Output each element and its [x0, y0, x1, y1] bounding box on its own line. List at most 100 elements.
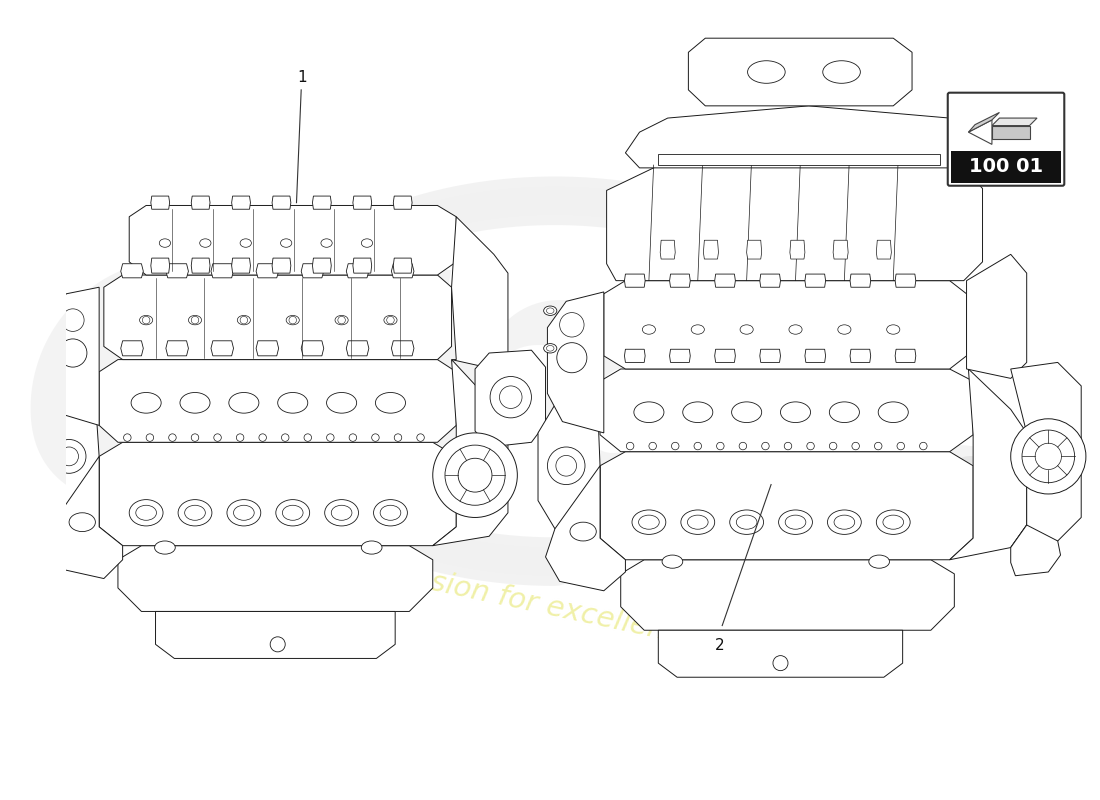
- Circle shape: [289, 316, 297, 324]
- Polygon shape: [805, 274, 826, 287]
- Circle shape: [304, 434, 311, 442]
- Ellipse shape: [381, 506, 400, 520]
- Polygon shape: [211, 341, 233, 356]
- Circle shape: [649, 442, 657, 450]
- Circle shape: [62, 309, 84, 331]
- Polygon shape: [272, 258, 290, 273]
- Polygon shape: [620, 560, 955, 630]
- Ellipse shape: [877, 510, 910, 534]
- Ellipse shape: [829, 402, 859, 422]
- Ellipse shape: [779, 510, 813, 534]
- Polygon shape: [760, 350, 781, 362]
- Ellipse shape: [227, 500, 261, 526]
- Ellipse shape: [547, 308, 554, 314]
- Polygon shape: [191, 196, 210, 210]
- Ellipse shape: [834, 515, 855, 530]
- Polygon shape: [191, 258, 210, 273]
- Polygon shape: [600, 369, 974, 452]
- Ellipse shape: [823, 61, 860, 83]
- Polygon shape: [895, 350, 916, 362]
- Circle shape: [874, 442, 882, 450]
- Ellipse shape: [781, 402, 811, 422]
- Ellipse shape: [681, 510, 715, 534]
- Ellipse shape: [129, 500, 163, 526]
- Polygon shape: [606, 130, 982, 281]
- Ellipse shape: [188, 315, 201, 325]
- Polygon shape: [211, 264, 233, 278]
- Ellipse shape: [642, 325, 656, 334]
- Polygon shape: [394, 258, 412, 273]
- Circle shape: [499, 386, 522, 409]
- Ellipse shape: [280, 239, 292, 247]
- Ellipse shape: [240, 239, 252, 247]
- Circle shape: [1011, 418, 1086, 494]
- Text: ...085: ...085: [879, 455, 1077, 514]
- Text: 100 01: 100 01: [969, 158, 1043, 177]
- Text: 1: 1: [297, 70, 307, 85]
- Circle shape: [739, 442, 747, 450]
- Polygon shape: [256, 341, 278, 356]
- Polygon shape: [660, 240, 675, 259]
- Polygon shape: [703, 240, 718, 259]
- Ellipse shape: [632, 510, 666, 534]
- Circle shape: [417, 434, 425, 442]
- Text: a passion for excellence: a passion for excellence: [352, 552, 702, 652]
- Polygon shape: [118, 546, 432, 611]
- Circle shape: [829, 442, 837, 450]
- Circle shape: [458, 458, 492, 492]
- Polygon shape: [432, 359, 508, 546]
- Circle shape: [626, 442, 634, 450]
- Ellipse shape: [789, 325, 802, 334]
- Circle shape: [240, 316, 248, 324]
- Ellipse shape: [729, 510, 763, 534]
- Ellipse shape: [229, 393, 258, 413]
- Circle shape: [694, 442, 702, 450]
- Circle shape: [806, 442, 814, 450]
- Polygon shape: [166, 341, 188, 356]
- Circle shape: [671, 442, 679, 450]
- Polygon shape: [992, 118, 1037, 126]
- Polygon shape: [475, 350, 546, 447]
- Ellipse shape: [185, 506, 206, 520]
- Polygon shape: [232, 258, 251, 273]
- Polygon shape: [850, 274, 871, 287]
- Ellipse shape: [683, 402, 713, 422]
- Ellipse shape: [327, 393, 356, 413]
- Text: e: e: [14, 172, 306, 590]
- Circle shape: [896, 442, 904, 450]
- Ellipse shape: [543, 344, 557, 353]
- FancyBboxPatch shape: [948, 93, 1065, 186]
- Text: 2: 2: [715, 638, 724, 653]
- Circle shape: [556, 455, 576, 476]
- Polygon shape: [353, 258, 372, 273]
- Polygon shape: [151, 258, 169, 273]
- Circle shape: [52, 439, 86, 474]
- Polygon shape: [1011, 525, 1060, 576]
- Polygon shape: [548, 292, 604, 433]
- Circle shape: [146, 434, 154, 442]
- Ellipse shape: [131, 393, 162, 413]
- Polygon shape: [129, 206, 456, 275]
- Circle shape: [432, 433, 517, 518]
- Circle shape: [168, 434, 176, 442]
- Ellipse shape: [200, 239, 211, 247]
- Polygon shape: [670, 274, 691, 287]
- Circle shape: [716, 442, 724, 450]
- Circle shape: [372, 434, 379, 442]
- Ellipse shape: [869, 555, 890, 568]
- Text: r: r: [400, 236, 559, 545]
- Circle shape: [282, 434, 289, 442]
- Polygon shape: [47, 287, 99, 426]
- Circle shape: [394, 434, 402, 442]
- Ellipse shape: [361, 239, 373, 247]
- Circle shape: [349, 434, 356, 442]
- Polygon shape: [747, 240, 761, 259]
- Ellipse shape: [180, 393, 210, 413]
- Circle shape: [327, 434, 334, 442]
- Ellipse shape: [135, 506, 156, 520]
- Polygon shape: [600, 452, 974, 560]
- Polygon shape: [805, 350, 826, 362]
- Ellipse shape: [140, 315, 153, 325]
- Ellipse shape: [878, 402, 909, 422]
- Polygon shape: [392, 341, 414, 356]
